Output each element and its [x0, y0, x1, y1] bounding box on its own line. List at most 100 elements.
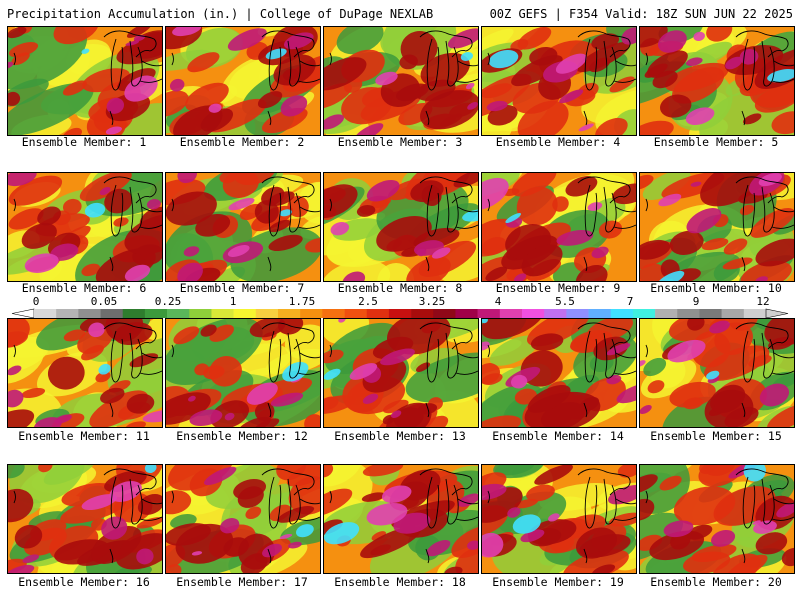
colorbar-swatch [655, 309, 678, 318]
ensemble-map-panel [481, 26, 637, 136]
precip-blob [772, 213, 794, 235]
precip-blob [565, 176, 598, 197]
precip-blob [362, 393, 379, 404]
precip-blob [324, 368, 341, 380]
precip-blob [125, 421, 146, 427]
precip-blob [124, 264, 151, 281]
precip-blob [62, 198, 82, 215]
precip-blob [50, 243, 79, 261]
colorbar-tick-label: 4 [494, 295, 502, 308]
precip-blob [8, 564, 35, 573]
precip-blob [758, 173, 782, 187]
precip-blob [415, 362, 431, 373]
ensemble-map-panel [7, 26, 163, 136]
precip-blob [173, 326, 200, 345]
precip-blob [514, 498, 539, 509]
precip-blob [767, 403, 794, 427]
precip-blob [324, 57, 367, 91]
precip-blob [587, 202, 603, 211]
precip-blob [204, 466, 237, 486]
precip-blob [166, 49, 213, 71]
great-lakes-coastline [487, 176, 636, 272]
precip-blob [512, 514, 541, 534]
precip-blob [125, 40, 140, 46]
precip-blob [366, 502, 408, 526]
precip-blob [704, 345, 770, 381]
colorbar-swatch [743, 309, 767, 318]
precip-blob [669, 230, 704, 255]
precip-blob [283, 32, 314, 50]
ensemble-member-label: Ensemble Member: 17 [176, 575, 308, 589]
precip-blob [105, 319, 144, 342]
precip-blob [706, 370, 720, 380]
precip-blob [187, 52, 220, 73]
colorbar-swatch [566, 309, 589, 318]
precip-blob [8, 91, 21, 106]
ensemble-member-label: Ensemble Member: 2 [179, 135, 305, 149]
precip-blob [361, 492, 386, 502]
precip-blob [462, 209, 478, 222]
precip-field-map [640, 465, 794, 573]
ensemble-map-panel [481, 318, 637, 428]
precip-blob [390, 410, 402, 418]
precip-blob [268, 219, 291, 233]
precip-blob [38, 465, 53, 473]
precip-blob [748, 354, 772, 368]
precip-blob [771, 111, 794, 135]
precip-blob [362, 465, 404, 477]
precip-blob [219, 173, 237, 184]
colorbar-swatch [189, 309, 212, 318]
precip-blob [591, 246, 609, 259]
precip-blob [606, 343, 631, 356]
precip-blob [753, 520, 777, 534]
precip-blob [534, 465, 573, 485]
colorbar-swatch [522, 309, 545, 318]
ensemble-map-panel [7, 318, 163, 428]
ensemble-member-label: Ensemble Member: 20 [650, 575, 782, 589]
colorbar-swatch [632, 309, 656, 318]
precip-blob [489, 335, 539, 366]
ensemble-map-panel [7, 172, 163, 282]
precip-blob [511, 55, 563, 87]
ensemble-member-label: Ensemble Member: 6 [21, 281, 147, 295]
colorbar-swatch [677, 309, 700, 318]
precip-blob [172, 27, 202, 37]
precip-blob [8, 488, 34, 523]
precip-blob [642, 173, 691, 201]
colorbar-swatch [78, 309, 101, 318]
precip-blob [341, 87, 393, 125]
colorbar-swatch [300, 309, 323, 318]
precip-blob [324, 519, 343, 535]
precip-blob [640, 360, 646, 368]
precip-blob [330, 222, 350, 236]
precip-blob [482, 341, 490, 351]
precip-blob [644, 63, 668, 78]
precip-blob [482, 487, 523, 523]
precip-blob [752, 520, 761, 525]
precip-blob [420, 415, 449, 427]
precip-blob [647, 380, 665, 394]
precip-blob [191, 551, 203, 556]
precip-blob [262, 543, 282, 558]
precip-blob [166, 564, 182, 573]
precip-blob [227, 28, 267, 51]
great-lakes-coastline [487, 30, 636, 126]
precip-blob [726, 554, 768, 573]
precip-blob [84, 202, 106, 218]
precip-blob [656, 270, 685, 281]
precip-blob [376, 216, 432, 252]
precip-blob [743, 113, 762, 125]
precip-blob [209, 356, 242, 387]
precip-blob [144, 465, 157, 473]
precip-blob [324, 82, 352, 110]
precip-blob [723, 238, 748, 255]
ensemble-map-panel [639, 26, 795, 136]
precip-blob [609, 76, 635, 93]
ensemble-member-label: Ensemble Member: 7 [179, 281, 305, 295]
precip-blob [88, 322, 105, 338]
precip-blob [486, 100, 508, 112]
colorbar-tick-label: 9 [692, 295, 700, 308]
colorbar-swatch [499, 309, 523, 318]
precip-blob [659, 475, 682, 491]
precip-blob [617, 465, 636, 478]
